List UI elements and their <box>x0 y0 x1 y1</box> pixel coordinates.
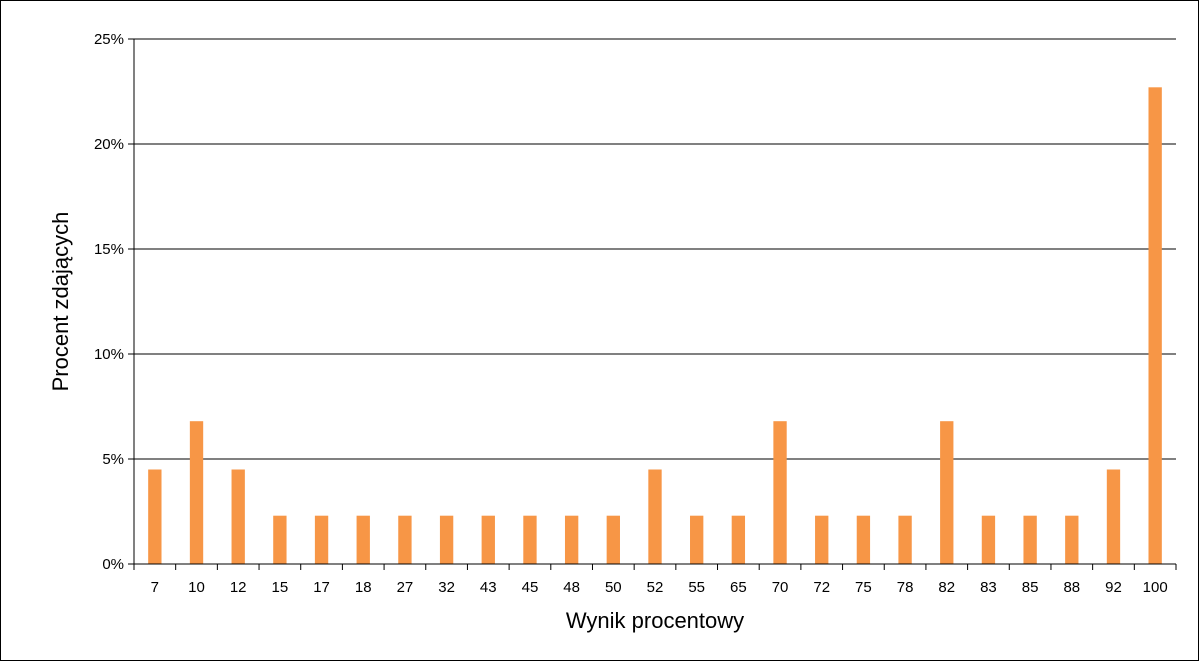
y-tick-label: 20% <box>94 136 124 153</box>
x-tick-label: 92 <box>1105 579 1122 596</box>
x-tick-label: 75 <box>855 579 872 596</box>
x-tick-label: 15 <box>272 579 289 596</box>
x-tick-label: 70 <box>772 579 789 596</box>
y-tick-label: 25% <box>94 31 124 48</box>
x-tick-label: 50 <box>605 579 622 596</box>
x-tick-label: 43 <box>480 579 497 596</box>
bar <box>523 515 537 564</box>
x-tick-label: 85 <box>1022 579 1039 596</box>
bar <box>356 515 370 564</box>
x-tick-label: 18 <box>355 579 372 596</box>
bar <box>314 515 329 564</box>
bar <box>439 515 454 564</box>
bar <box>773 421 787 564</box>
bar <box>606 515 620 564</box>
x-tick-label: 78 <box>897 579 914 596</box>
x-tick-label: 27 <box>397 579 414 596</box>
x-tick-label: 72 <box>813 579 830 596</box>
bar <box>1148 87 1162 565</box>
x-tick-label: 65 <box>730 579 747 596</box>
bar <box>981 515 996 564</box>
x-tick-label: 10 <box>188 579 205 596</box>
bars <box>148 87 1162 565</box>
bar <box>648 469 662 564</box>
x-tick-label: 55 <box>688 579 705 596</box>
bar <box>564 515 579 564</box>
x-tick-label: 100 <box>1143 579 1168 596</box>
bar <box>1023 515 1037 564</box>
y-axis-title: Procent zdających <box>48 212 73 392</box>
y-tick-labels: 0% 5% 10% 15% 20% 25% <box>94 31 124 573</box>
bar <box>1106 469 1121 564</box>
y-tick-label: 10% <box>94 346 124 363</box>
bar <box>731 515 746 564</box>
y-tick-label: 15% <box>94 241 124 258</box>
bar <box>856 515 871 564</box>
bar <box>231 469 245 564</box>
x-tick-label: 88 <box>1063 579 1080 596</box>
bar <box>481 515 495 564</box>
x-tick-label: 48 <box>563 579 580 596</box>
x-tick-label: 45 <box>522 579 539 596</box>
bar <box>690 515 704 564</box>
bar <box>189 421 204 564</box>
x-tick-label: 52 <box>647 579 664 596</box>
x-tick-label: 83 <box>980 579 997 596</box>
x-tick-label: 12 <box>230 579 247 596</box>
bar <box>815 515 829 564</box>
bar <box>398 515 412 564</box>
x-tick-label: 32 <box>438 579 455 596</box>
gridlines <box>134 38 1176 460</box>
x-tick-label: 7 <box>151 579 159 596</box>
bar <box>940 421 954 564</box>
bar <box>148 469 162 564</box>
bar <box>1065 515 1079 564</box>
y-tick-label: 5% <box>102 451 124 468</box>
x-tick-label: 17 <box>313 579 330 596</box>
bar <box>898 515 912 564</box>
x-tick-label: 82 <box>938 579 955 596</box>
x-axis-title: Wynik procentowy <box>566 608 744 633</box>
axes <box>128 38 1177 570</box>
bar <box>273 515 287 564</box>
y-tick-label: 0% <box>102 556 124 573</box>
x-tick-labels: 7 10 12 15 17 18 27 32 43 45 48 50 52 55 65 70 72 75 78 82 8… <box>151 579 1168 596</box>
